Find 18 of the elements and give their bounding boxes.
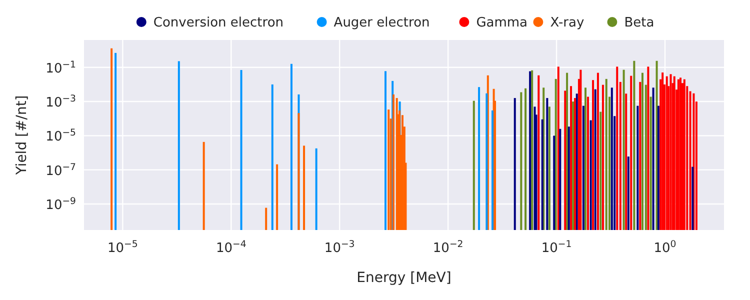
- legend-label: Auger electron: [334, 16, 430, 30]
- legend-label: Gamma: [476, 16, 528, 30]
- x-tick-label: 10$^{−2}$: [432, 238, 464, 256]
- x-tick-label: 10$^{−1}$: [541, 238, 572, 256]
- y-tick-label: 10$^{−5}$: [46, 127, 76, 145]
- legend-label: Conversion electron: [153, 16, 284, 30]
- y-tick-label: 10$^{−9}$: [46, 195, 76, 213]
- y-tick-label: 10$^{−7}$: [46, 161, 76, 179]
- x-tick-label: 10$^{0}$: [654, 238, 676, 256]
- y-axis-title: Yield [#/nt]: [14, 95, 30, 176]
- x-tick-label: 10$^{−5}$: [108, 238, 138, 256]
- legend-label: Beta: [624, 16, 654, 30]
- legend-label: X-ray: [550, 16, 584, 30]
- x-tick-label: 10$^{−4}$: [216, 238, 246, 256]
- x-axis-title: Energy [MeV]: [356, 270, 452, 286]
- y-tick-label: 10$^{−3}$: [46, 93, 76, 111]
- x-tick-label: 10$^{−3}$: [324, 238, 355, 256]
- y-tick-label: 10$^{−1}$: [46, 58, 76, 76]
